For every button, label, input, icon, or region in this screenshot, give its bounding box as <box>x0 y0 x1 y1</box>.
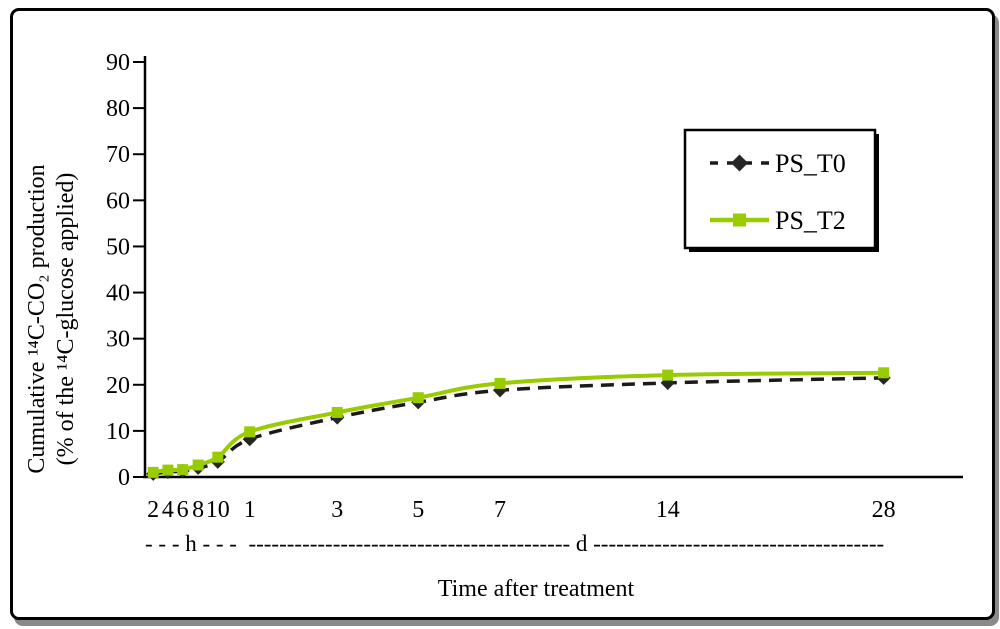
x-tick-label: 10 <box>206 497 230 523</box>
ps-t2-marker <box>147 466 159 478</box>
x-axis-title: Time after treatment <box>437 576 635 602</box>
y-tick-label: 60 <box>106 188 130 214</box>
x-tick-label: 1 <box>244 497 256 523</box>
y-tick-label: 50 <box>106 234 130 260</box>
y-tick-label: 90 <box>106 50 130 76</box>
y-tick-label: 10 <box>106 419 130 445</box>
legend-label-ps-t0: PS_T0 <box>775 149 846 178</box>
x-tick-label: 8 <box>192 497 204 523</box>
ps-t2-marker <box>662 369 674 381</box>
legend-marker-diamond <box>731 154 748 172</box>
y-axis-title-line2: (% of the ¹⁴C-glucose applied) <box>53 172 79 466</box>
x-tick-label: 7 <box>494 497 506 523</box>
x-axis-unit-annotation: - - - h - - - --------------------------… <box>145 531 885 556</box>
legend-marker-square <box>733 213 746 227</box>
ps-t2-marker <box>192 459 204 471</box>
ps-t2-marker <box>162 464 174 476</box>
ps-t2-marker <box>494 377 506 389</box>
x-tick-label: 28 <box>872 497 896 523</box>
legend-box <box>683 128 877 250</box>
y-tick-label: 0 <box>118 465 130 491</box>
x-tick-label: 6 <box>177 497 189 523</box>
x-tick-label: 4 <box>162 497 174 523</box>
ps-t2-marker <box>412 392 424 404</box>
y-axis-title-line1: Cumulative ¹⁴C-CO₂ production <box>24 164 50 474</box>
x-tick-label: 3 <box>331 497 343 523</box>
y-tick-label: 30 <box>106 327 130 353</box>
ps-t2-marker <box>244 426 256 438</box>
x-tick-label: 14 <box>656 497 680 523</box>
x-tick-label: 2 <box>147 497 159 523</box>
ps-t2-marker <box>331 406 343 418</box>
y-tick-label: 40 <box>106 281 130 307</box>
y-tick-label: 20 <box>106 373 130 399</box>
figure-frame <box>10 8 995 620</box>
legend-label-ps-t2: PS_T2 <box>775 206 846 235</box>
x-tick-label: 5 <box>412 497 424 523</box>
y-tick-label: 70 <box>106 142 130 168</box>
ps-t2-marker <box>177 464 189 476</box>
y-tick-label: 80 <box>106 96 130 122</box>
ps-t2-marker <box>878 367 890 379</box>
ps-t2-marker <box>212 451 224 463</box>
y-axis-title: Cumulative ¹⁴C-CO₂ production (% of the … <box>23 84 81 554</box>
